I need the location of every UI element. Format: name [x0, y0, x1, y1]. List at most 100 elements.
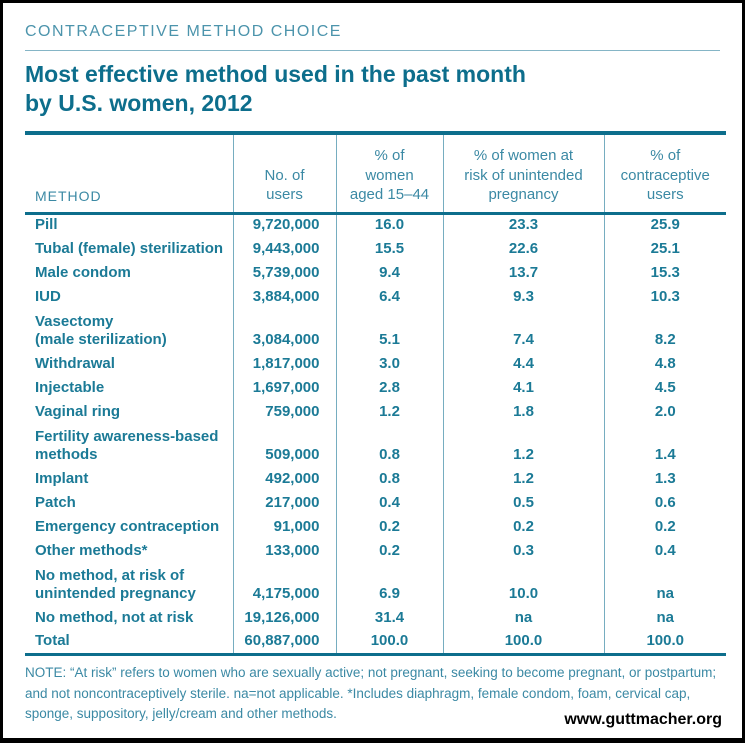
- method-cell: Vaginal ring: [35, 402, 121, 420]
- users-cell: 3,084,000: [232, 309, 336, 353]
- method-cell: Injectable: [35, 378, 105, 396]
- contraceptive-method-table: METHOD No. of users % of women aged 15–4…: [25, 130, 726, 657]
- pct-contraceptive-users-cell: 15.3: [603, 261, 726, 286]
- pct-women-cell: 2.8: [335, 376, 443, 401]
- method-cell: Tubal (female) sterilization: [35, 239, 224, 257]
- pct-at-risk-cell: 4.1: [442, 376, 604, 401]
- pct-contraceptive-users-cell: 0.2: [603, 515, 726, 540]
- pct-at-risk-cell: 9.3: [442, 285, 604, 310]
- pct-at-risk-cell: 10.0: [442, 563, 604, 607]
- website-link[interactable]: www.guttmacher.org: [564, 711, 722, 728]
- pct-women-cell: 3.0: [335, 352, 443, 377]
- pct-at-risk-cell: 1.8: [442, 400, 604, 425]
- pct-contraceptive-users-cell: 4.8: [603, 352, 726, 377]
- users-cell: 9,720,000: [232, 213, 336, 238]
- users-cell: 509,000: [232, 424, 336, 468]
- table-row: IUD 3,884,000 6.4 9.3 10.3: [25, 285, 726, 310]
- table-row: No method, not at risk 19,126,000 31.4 na na: [25, 606, 726, 631]
- method-cell: No method, at risk of unintended pregnanc…: [35, 567, 196, 602]
- pct-contraceptive-users-cell: 4.5: [603, 376, 726, 401]
- pct-contraceptive-users-cell: 25.1: [603, 237, 726, 262]
- column-header-pct-at-risk: % of women at risk of unintended pregnan…: [442, 132, 604, 215]
- pct-contraceptive-users-cell: 1.3: [603, 467, 726, 492]
- pct-contraceptive-users-cell: 0.4: [603, 539, 726, 564]
- title-line-2: by U.S. women, 2012: [25, 89, 253, 116]
- users-cell: 3,884,000: [232, 285, 336, 310]
- pct-at-risk-cell: 0.2: [442, 515, 604, 540]
- method-cell: Withdrawal: [35, 354, 115, 372]
- method-cell: Pill: [35, 215, 58, 233]
- users-cell: 9,443,000: [232, 237, 336, 262]
- table-row: Male condom 5,739,000 9.4 13.7 15.3: [25, 261, 726, 286]
- users-cell: 19,126,000: [232, 606, 336, 631]
- pct-at-risk-cell: 7.4: [442, 309, 604, 353]
- pct-contraceptive-users-cell: 100.0: [603, 630, 726, 655]
- pct-contraceptive-users-cell: na: [603, 606, 726, 631]
- pct-at-risk-cell: 23.3: [442, 213, 604, 238]
- table-row: Injectable 1,697,000 2.8 4.1 4.5: [25, 376, 726, 401]
- pct-contraceptive-users-cell: 25.9: [603, 213, 726, 238]
- table-row: Patch 217,000 0.4 0.5 0.6: [25, 491, 726, 516]
- table-row: Vasectomy (male sterilization) 3,084,000 5.…: [25, 309, 726, 353]
- pct-women-cell: 15.5: [335, 237, 443, 262]
- kicker-divider-rule: [25, 50, 720, 51]
- title-line-1: Most effective method used in the past m…: [25, 61, 526, 87]
- pct-women-cell: 31.4: [335, 606, 443, 631]
- users-cell: 1,697,000: [232, 376, 336, 401]
- method-cell: Total: [35, 631, 70, 649]
- method-cell: Vasectomy (male sterilization): [35, 313, 167, 348]
- table-row: Withdrawal 1,817,000 3.0 4.4 4.8: [25, 352, 726, 377]
- footnote: NOTE: “At risk” refers to women who are …: [25, 665, 717, 721]
- pct-women-cell: 6.4: [335, 285, 443, 310]
- pct-women-cell: 5.1: [335, 309, 443, 353]
- method-cell: Other methods*: [35, 541, 148, 559]
- table-row: Other methods* 133,000 0.2 0.3 0.4: [25, 539, 726, 564]
- users-cell: 217,000: [232, 491, 336, 516]
- content-area: CONTRACEPTIVE METHOD CHOICE Most effecti…: [3, 3, 742, 724]
- column-header-method: METHOD: [25, 132, 233, 215]
- pct-at-risk-cell: na: [442, 606, 604, 631]
- page-title: Most effective method used in the past m…: [25, 60, 720, 118]
- pct-contraceptive-users-cell: na: [603, 563, 726, 607]
- method-cell: Patch: [35, 493, 76, 511]
- method-cell: Fertility awareness-based methods: [35, 428, 219, 463]
- pct-at-risk-cell: 0.3: [442, 539, 604, 564]
- users-cell: 492,000: [232, 467, 336, 492]
- method-cell: IUD: [35, 287, 61, 305]
- pct-at-risk-cell: 13.7: [442, 261, 604, 286]
- column-header-pct-women: % of women aged 15–44: [335, 132, 443, 215]
- pct-women-cell: 0.4: [335, 491, 443, 516]
- pct-contraceptive-users-cell: 0.6: [603, 491, 726, 516]
- column-header-no-of-users: No. of users: [232, 132, 336, 215]
- table-row: Implant 492,000 0.8 1.2 1.3: [25, 467, 726, 492]
- pct-contraceptive-users-cell: 1.4: [603, 424, 726, 468]
- pct-at-risk-cell: 22.6: [442, 237, 604, 262]
- users-cell: 133,000: [232, 539, 336, 564]
- pct-women-cell: 100.0: [335, 630, 443, 655]
- table-row: Tubal (female) sterilization 9,443,000 15.…: [25, 237, 726, 262]
- users-cell: 759,000: [232, 400, 336, 425]
- table-row: No method, at risk of unintended pregnanc…: [25, 563, 726, 607]
- method-cell: Implant: [35, 469, 89, 487]
- pct-women-cell: 1.2: [335, 400, 443, 425]
- pct-contraceptive-users-cell: 10.3: [603, 285, 726, 310]
- users-cell: 1,817,000: [232, 352, 336, 377]
- table-row: Emergency contraception 91,000 0.2 0.2 0.2: [25, 515, 726, 540]
- method-cell: Emergency contraception: [35, 517, 220, 535]
- pct-at-risk-cell: 1.2: [442, 467, 604, 492]
- pct-women-cell: 9.4: [335, 261, 443, 286]
- users-cell: 60,887,000: [232, 630, 336, 655]
- pct-women-cell: 0.2: [335, 515, 443, 540]
- method-cell: No method, not at risk: [35, 608, 194, 626]
- table-row: Total 60,887,000 100.0 100.0 100.0: [25, 630, 726, 655]
- table-body: Pill 9,720,000 16.0 23.3 25.9 Tubal (female) …: [25, 213, 726, 655]
- users-cell: 5,739,000: [232, 261, 336, 286]
- users-cell: 91,000: [232, 515, 336, 540]
- pct-women-cell: 16.0: [335, 213, 443, 238]
- pct-at-risk-cell: 100.0: [442, 630, 604, 655]
- table-row: Fertility awareness-based methods 509,000 0…: [25, 424, 726, 468]
- pct-at-risk-cell: 1.2: [442, 424, 604, 468]
- pct-at-risk-cell: 4.4: [442, 352, 604, 377]
- column-header-pct-contraceptive-users: % of contraceptive users: [603, 132, 726, 215]
